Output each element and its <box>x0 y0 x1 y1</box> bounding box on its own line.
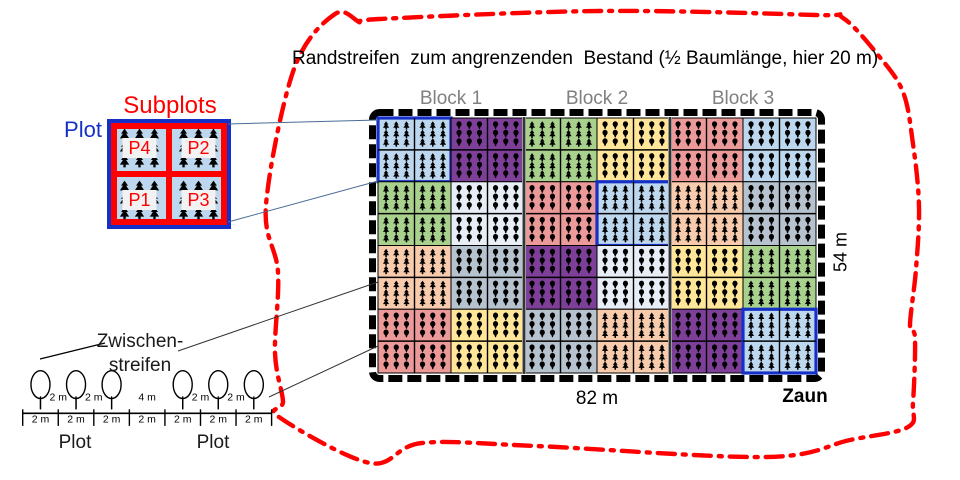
svg-text:2 m: 2 m <box>210 413 228 425</box>
svg-text:Block 1: Block 1 <box>420 88 482 109</box>
svg-text:P4: P4 <box>128 138 150 158</box>
svg-text:2 m: 2 m <box>85 391 103 403</box>
svg-text:2 m: 2 m <box>192 391 210 403</box>
svg-text:2 m: 2 m <box>245 413 263 425</box>
svg-text:2 m: 2 m <box>67 413 85 425</box>
svg-text:Block 2: Block 2 <box>566 88 628 109</box>
svg-text:2 m: 2 m <box>138 413 156 425</box>
svg-text:2 m: 2 m <box>174 413 192 425</box>
svg-text:2 m: 2 m <box>227 391 245 403</box>
svg-text:2 m: 2 m <box>50 391 68 403</box>
svg-text:2 m: 2 m <box>103 413 121 425</box>
svg-text:P2: P2 <box>187 138 209 158</box>
svg-text:P3: P3 <box>187 190 209 210</box>
svg-text:P1: P1 <box>128 190 150 210</box>
svg-text:2 m: 2 m <box>32 413 50 425</box>
svg-text:4 m: 4 m <box>138 391 156 403</box>
svg-text:Block 3: Block 3 <box>712 88 774 109</box>
